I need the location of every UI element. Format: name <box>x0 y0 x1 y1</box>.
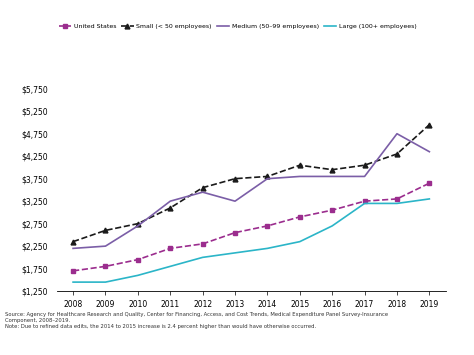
FancyBboxPatch shape <box>384 2 474 76</box>
Text: Figure 15. Average family deductible (in dollars) per private-sector
employee en: Figure 15. Average family deductible (in… <box>44 24 355 54</box>
Text: Source: Agency for Healthcare Research and Quality, Center for Financing, Access: Source: Agency for Healthcare Research a… <box>5 312 388 329</box>
Legend: United States, Small (< 50 employees), Medium (50–99 employees), Large (100+ emp: United States, Small (< 50 employees), M… <box>56 21 419 32</box>
